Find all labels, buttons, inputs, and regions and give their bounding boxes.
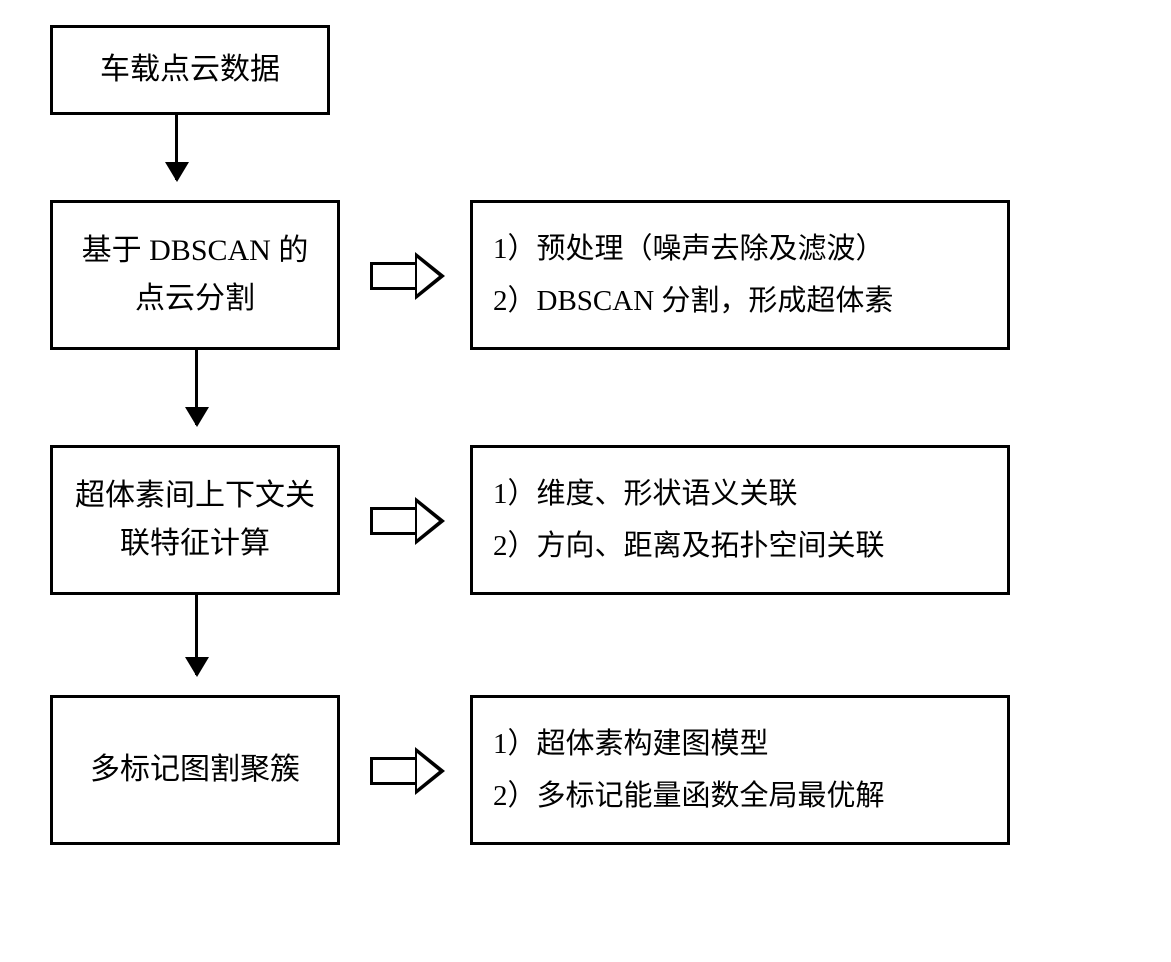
arrow-down-2 bbox=[195, 350, 198, 425]
flowchart-node-input: 车载点云数据 bbox=[50, 25, 330, 115]
arrow-right-1 bbox=[370, 252, 448, 300]
node-text: 车载点云数据 bbox=[100, 46, 280, 94]
node-text-line1: 基于 DBSCAN 的 bbox=[82, 227, 309, 275]
detail-text-line2: 2）多标记能量函数全局最优解 bbox=[493, 770, 885, 822]
flowchart-node-context: 超体素间上下文关 联特征计算 bbox=[50, 445, 340, 595]
flowchart-detail-context: 1）维度、形状语义关联 2）方向、距离及拓扑空间关联 bbox=[470, 445, 1010, 595]
flowchart-node-dbscan: 基于 DBSCAN 的 点云分割 bbox=[50, 200, 340, 350]
node-text: 多标记图割聚簇 bbox=[90, 746, 300, 794]
node-text-line2: 点云分割 bbox=[135, 275, 255, 323]
detail-text-line2: 2）DBSCAN 分割，形成超体素 bbox=[493, 275, 893, 327]
arrow-right-3 bbox=[370, 747, 448, 795]
arrow-down-1 bbox=[175, 115, 178, 180]
node-text-line1: 超体素间上下文关 bbox=[75, 472, 315, 520]
detail-text-line2: 2）方向、距离及拓扑空间关联 bbox=[493, 520, 885, 572]
flowchart-detail-dbscan: 1）预处理（噪声去除及滤波） 2）DBSCAN 分割，形成超体素 bbox=[470, 200, 1010, 350]
node-text-line2: 联特征计算 bbox=[120, 520, 270, 568]
arrow-right-2 bbox=[370, 497, 448, 545]
arrow-down-3 bbox=[195, 595, 198, 675]
detail-text-line1: 1）预处理（噪声去除及滤波） bbox=[493, 223, 885, 275]
flowchart-detail-graphcut: 1）超体素构建图模型 2）多标记能量函数全局最优解 bbox=[470, 695, 1010, 845]
detail-text-line1: 1）超体素构建图模型 bbox=[493, 718, 769, 770]
flowchart-node-graphcut: 多标记图割聚簇 bbox=[50, 695, 340, 845]
detail-text-line1: 1）维度、形状语义关联 bbox=[493, 468, 798, 520]
